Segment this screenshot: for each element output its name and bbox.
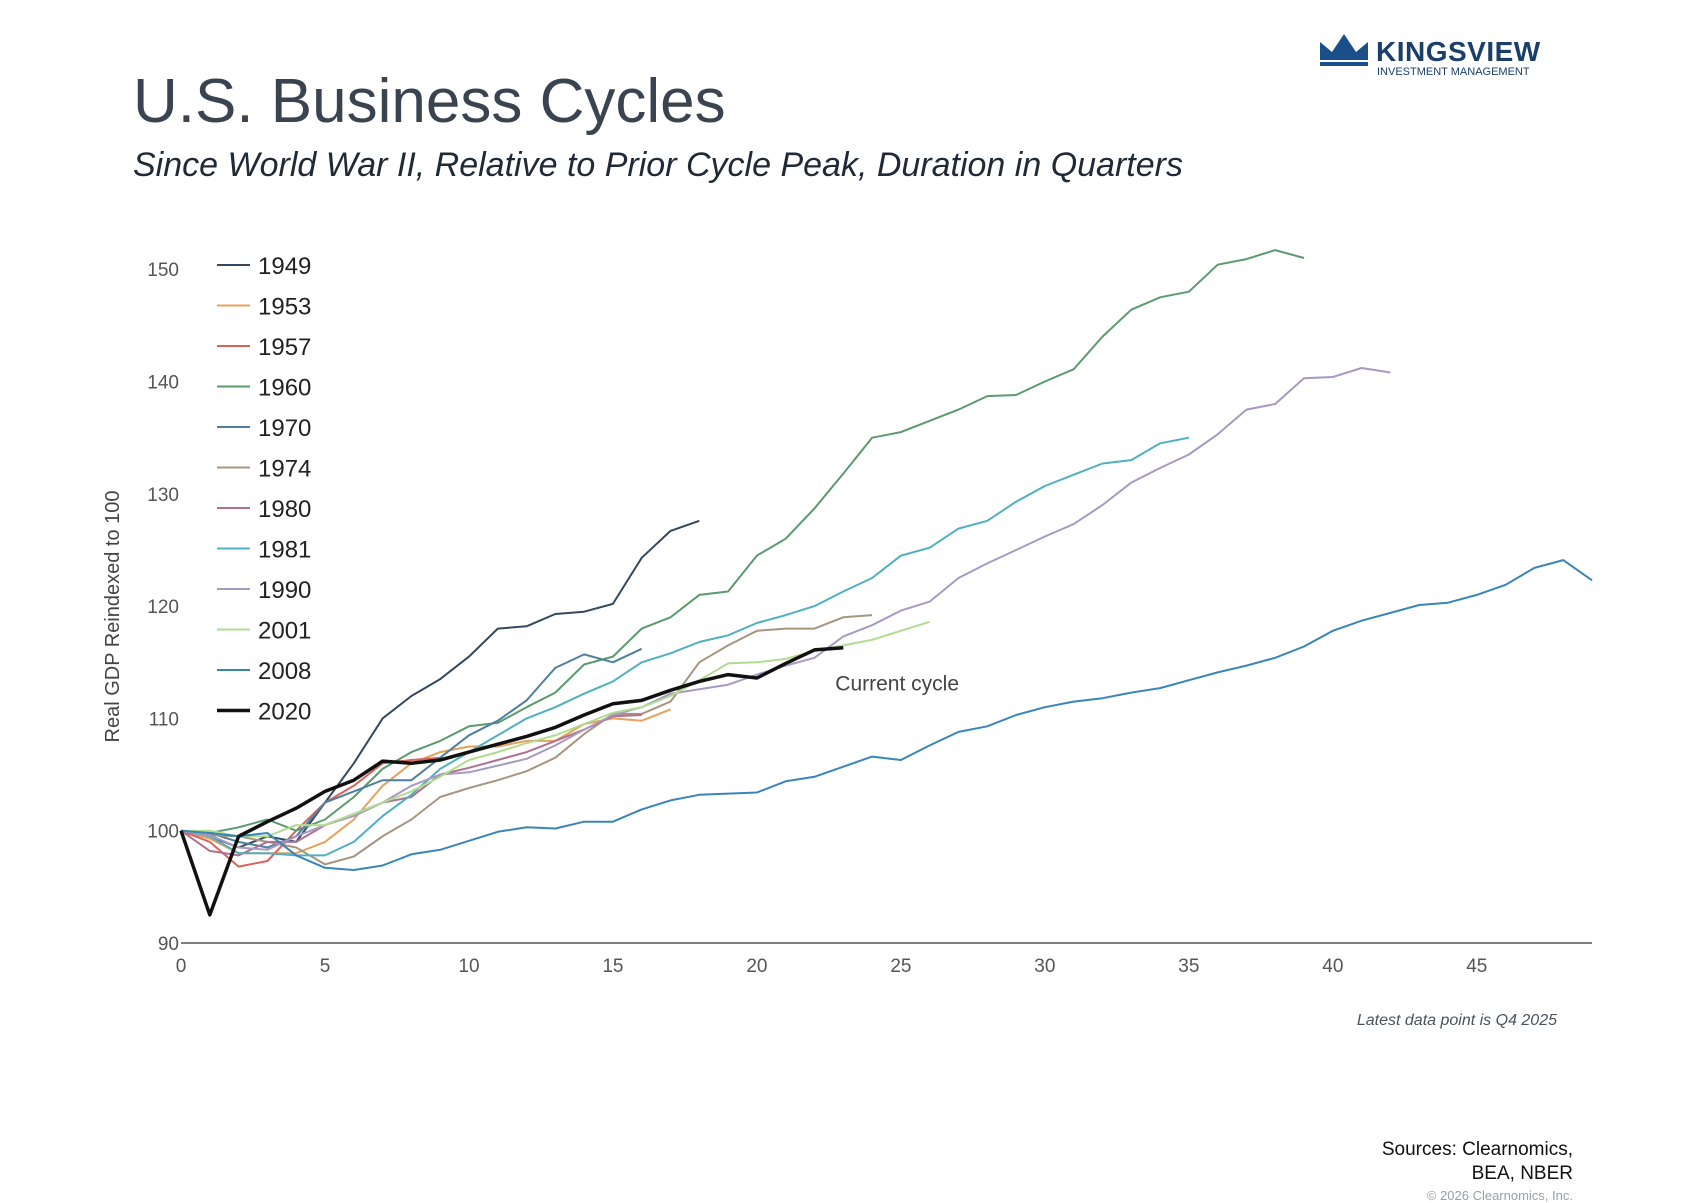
y-tick-label: 130 (147, 485, 179, 506)
legend-label-1960: 1960 (258, 375, 311, 402)
y-axis-label: Real GDP Reindexed to 100 (102, 490, 124, 742)
series-line-2008 (180, 559, 1593, 871)
series-line-1974 (180, 614, 873, 866)
series-line-2020 (179, 645, 844, 917)
crown-icon (1320, 34, 1368, 66)
x-tick-label: 35 (1178, 956, 1199, 977)
legend-label-2008: 2008 (258, 658, 311, 685)
copyright: © 2026 Clearnomics, Inc. (1426, 1188, 1573, 1203)
latest-data-note: Latest data point is Q4 2025 (1356, 1012, 1557, 1029)
series-line-1960 (180, 249, 1305, 834)
business-cycles-chart: 0 5 10 15 20 25 30 35 40 45 90 100 110 120 130 140 150 Re… (102, 249, 1593, 977)
x-tick-label: 45 (1466, 956, 1487, 977)
legend-label-1990: 1990 (258, 577, 311, 604)
x-tick-label: 25 (890, 956, 911, 977)
series-line-1980 (180, 714, 642, 857)
legend-label-1970: 1970 (258, 415, 311, 442)
x-tick-label: 30 (1034, 956, 1055, 977)
sources-line-1: Sources: Clearnomics, (1381, 1139, 1573, 1160)
legend-label-2001: 2001 (258, 618, 311, 645)
legend-label-1953: 1953 (258, 294, 311, 321)
y-tick-label: 100 (147, 822, 179, 843)
series-line-1970 (180, 647, 643, 849)
y-tick-label: 110 (149, 709, 179, 730)
x-tick-label: 0 (176, 956, 187, 977)
legend-label-1974: 1974 (258, 456, 311, 483)
legend-label-1957: 1957 (258, 334, 311, 361)
logo-subtitle: INVESTMENT MANAGEMENT (1377, 66, 1530, 78)
legend-label-1980: 1980 (258, 496, 311, 523)
y-tick-label: 150 (147, 260, 179, 281)
x-tick-label: 40 (1322, 956, 1343, 977)
current-cycle-annotation: Current cycle (835, 673, 959, 696)
y-tick-label: 90 (158, 934, 179, 955)
legend-label-1949: 1949 (258, 253, 311, 280)
x-tick-label: 15 (602, 956, 623, 977)
page-subtitle: Since World War II, Relative to Prior Cy… (133, 146, 1183, 184)
page-title: U.S. Business Cycles (133, 67, 726, 136)
series-line-1990 (180, 367, 1391, 851)
kingsview-logo: KINGSVIEW INVESTMENT MANAGEMENT (1318, 30, 1541, 80)
sources-note: Sources: Clearnomics, BEA, NBER (1382, 1138, 1573, 1186)
y-tick-label: 120 (147, 597, 179, 618)
x-tick-label: 20 (746, 956, 767, 977)
series-line-1957 (180, 756, 441, 868)
sources-line-2: BEA, NBER (1471, 1163, 1573, 1184)
x-tick-label: 5 (320, 956, 331, 977)
legend-label-1981: 1981 (258, 537, 311, 564)
legend-label-2020: 2020 (258, 699, 311, 726)
series-line-1981 (180, 436, 1190, 857)
x-tick-label: 10 (458, 956, 479, 977)
y-tick-label: 140 (147, 373, 179, 394)
logo-name: KINGSVIEW (1376, 36, 1541, 67)
